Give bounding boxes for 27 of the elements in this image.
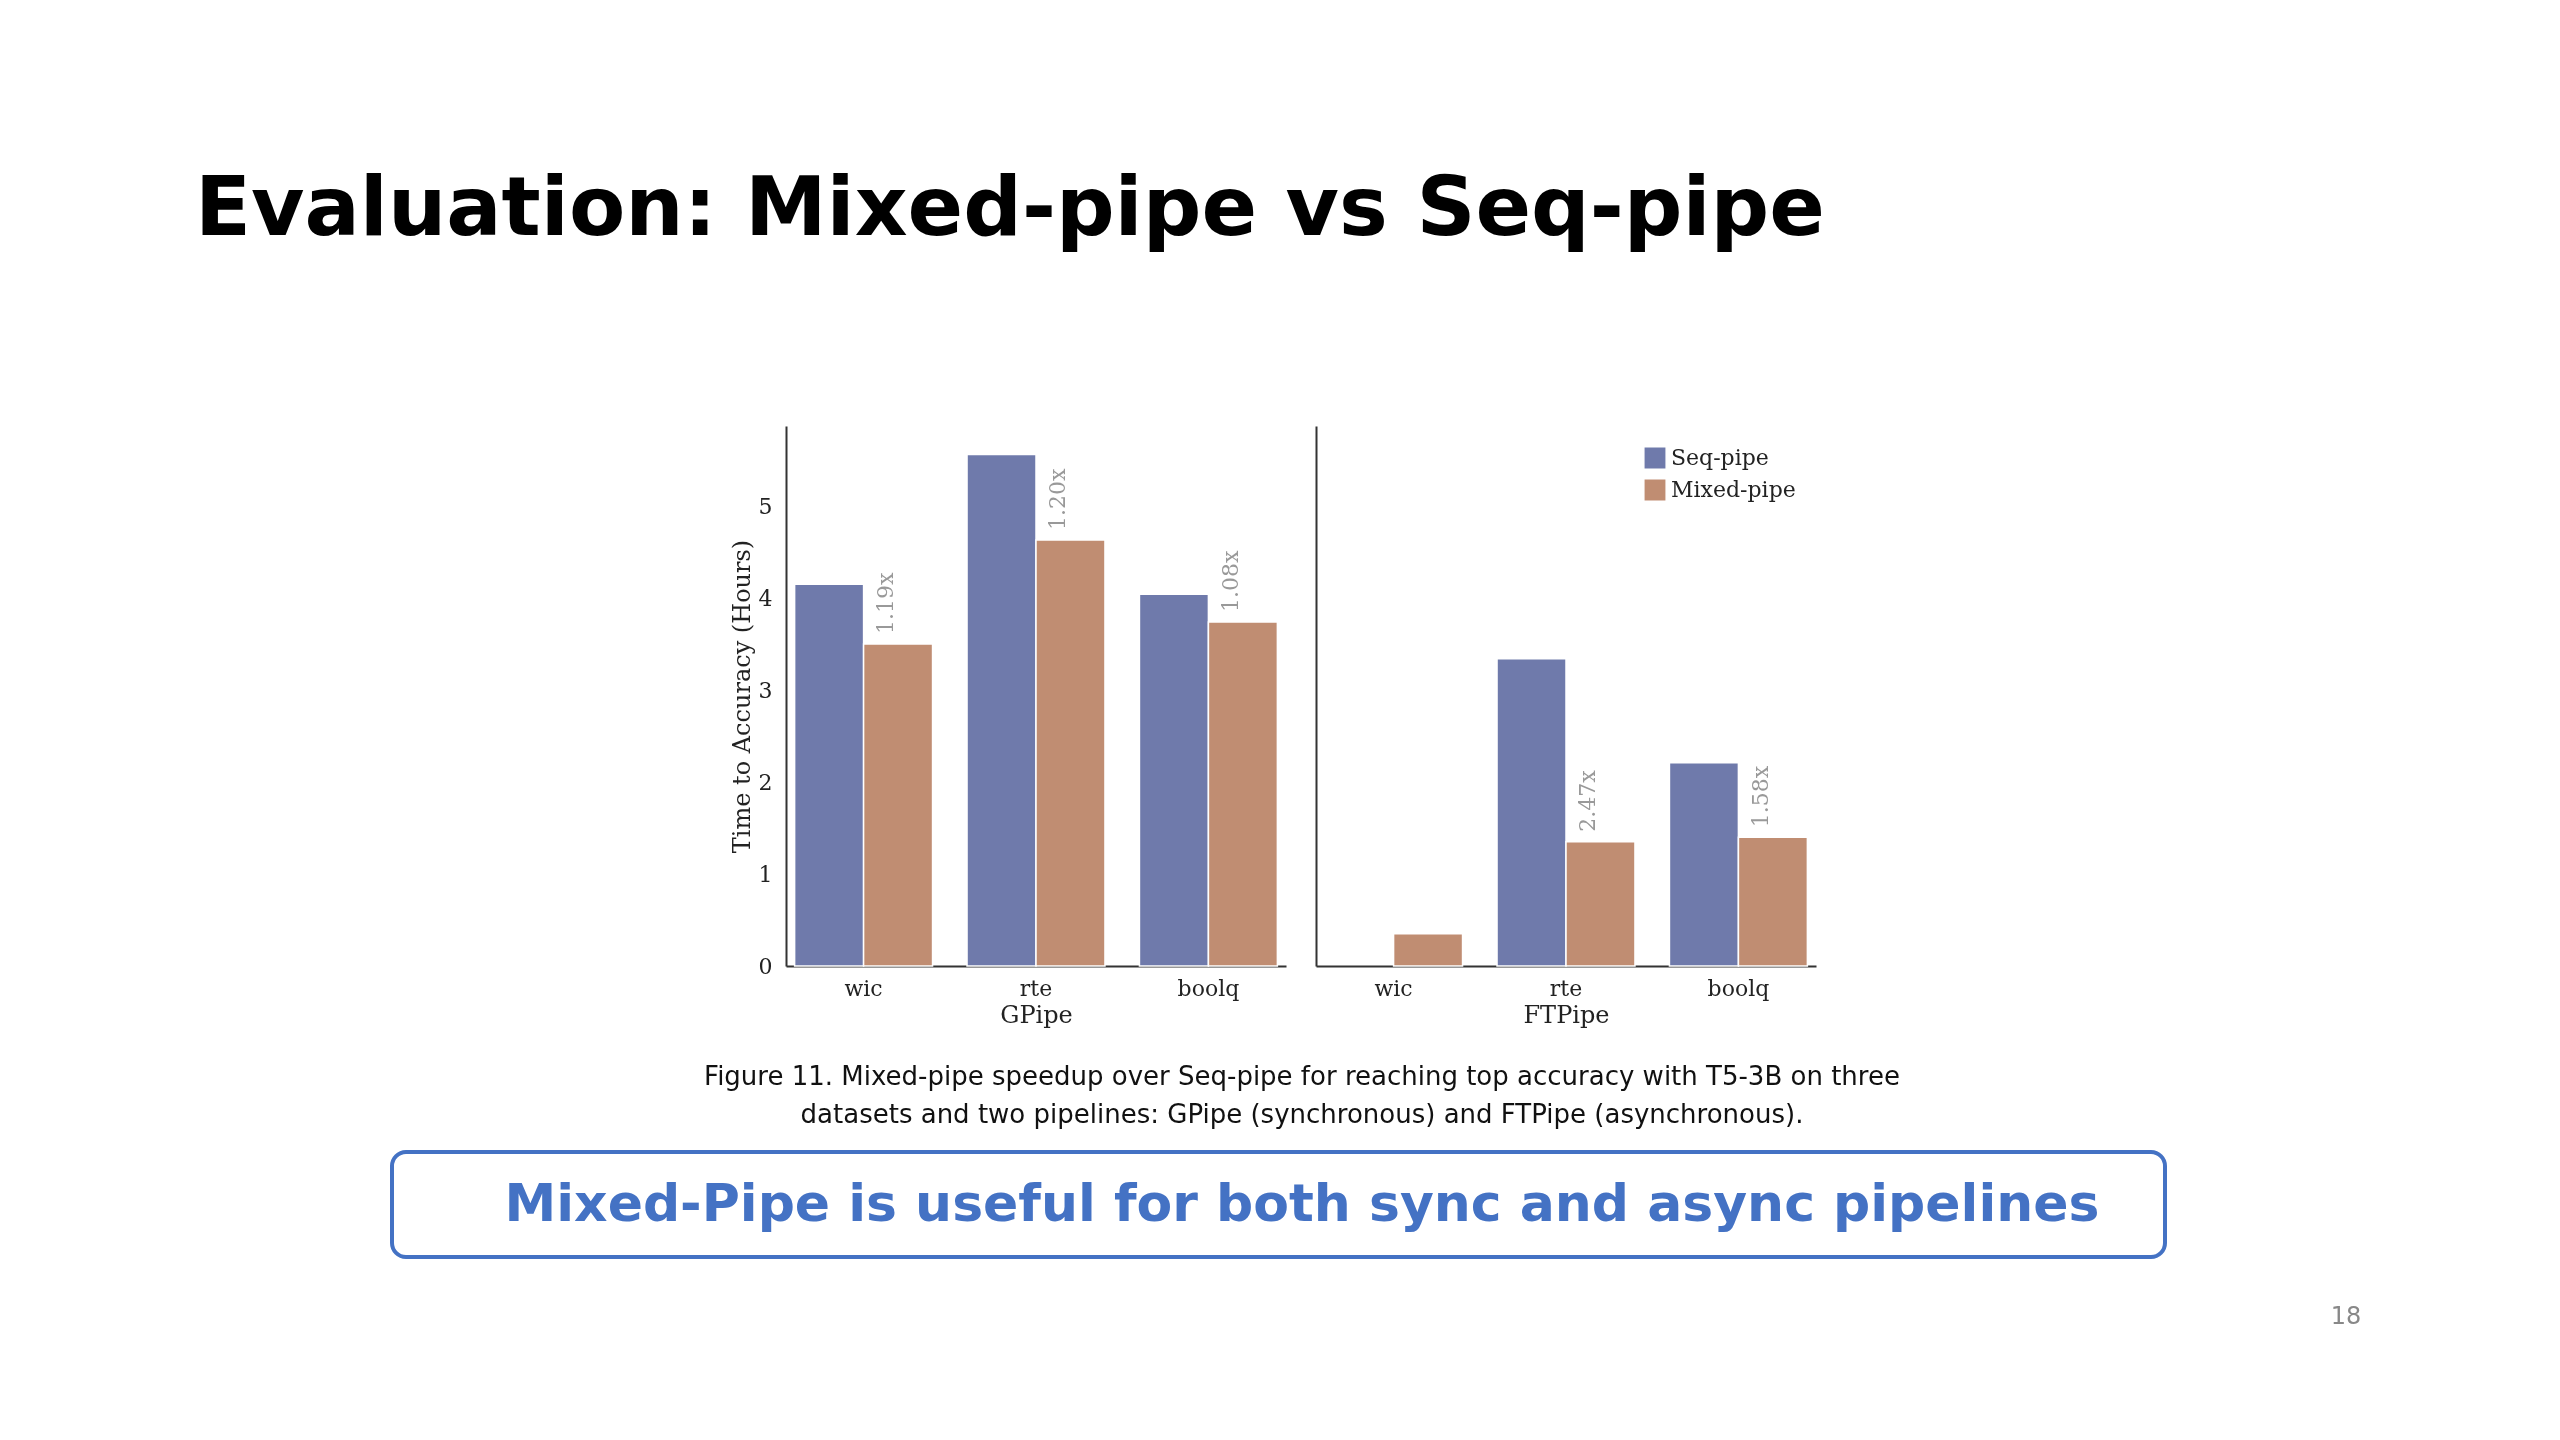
annotation: 1.20x [1045, 468, 1071, 531]
annotation: 1.08x [1217, 549, 1243, 612]
annotation: 1.19x [873, 572, 899, 635]
legend-label: Seq-pipe [1671, 445, 1769, 470]
x-tick-label: wic [844, 975, 883, 1001]
annotation: 2.47x [1575, 769, 1601, 832]
y-tick-label: 2 [758, 769, 773, 795]
annotation: 1.58x [1747, 765, 1773, 828]
legend-label: Mixed-pipe [1671, 477, 1796, 502]
x-tick-label: rte [1549, 975, 1583, 1001]
x-tick-label: rte [1019, 975, 1053, 1001]
bar [1392, 933, 1464, 967]
y-tick-label: 5 [758, 493, 773, 519]
text: 18 [2330, 1302, 2362, 1330]
text: Mixed-Pipe is useful for both sync and async pipelines [504, 1173, 2100, 1233]
y-tick-label: 4 [758, 585, 773, 611]
x-axis-title: GPipe [1000, 1000, 1073, 1029]
chart-title: Evaluation: Mixed-pipe vs Seq-pipe [195, 159, 1825, 254]
y-tick-label: 0 [758, 953, 773, 979]
y-axis-title: Time to Accuracy (Hours) [727, 539, 756, 854]
x-tick-label: wic [1374, 975, 1413, 1001]
x-tick-label: boolq [1707, 975, 1770, 1001]
y-tick-label: 3 [758, 677, 773, 703]
x-axis-title: FTPipe [1523, 1000, 1610, 1029]
caption: Figure 11. Mixed-pipe speedup over Seq-pipe for reaching top accuracy with T5-3B on three datasets and two pipelines: GPipe (synchronous) and FTPipe (asynchronous). [704, 1061, 1900, 1129]
x-tick-label: boolq [1177, 975, 1240, 1001]
y-tick-label: 1 [758, 861, 773, 887]
